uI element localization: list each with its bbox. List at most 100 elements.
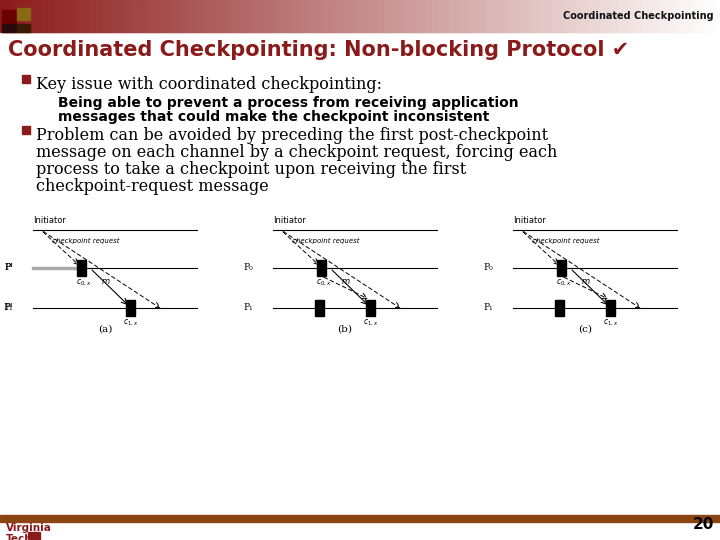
Bar (228, 0, 231, 32)
Text: (b): (b) (338, 325, 353, 334)
Bar (521, 0, 524, 32)
Bar (595, 0, 598, 32)
Bar (391, 0, 395, 32)
Text: messages that could make the checkpoint inconsistent: messages that could make the checkpoint … (58, 110, 490, 124)
Bar (636, 0, 639, 32)
Bar (125, 0, 128, 32)
Bar (44, 94, 52, 102)
Bar (81, 0, 85, 32)
Bar (58, 0, 61, 32)
Bar (675, 0, 678, 32)
Bar (12, 0, 15, 32)
Bar (396, 0, 400, 32)
Bar (48, 0, 51, 32)
Bar (283, 0, 287, 32)
Bar (180, 0, 184, 32)
Bar (574, 0, 577, 32)
Bar (338, 0, 342, 32)
Bar (559, 0, 562, 32)
Bar (634, 0, 637, 32)
Bar (329, 0, 332, 32)
Bar (106, 0, 109, 32)
Bar (677, 0, 680, 32)
Bar (366, 300, 375, 316)
Bar (446, 0, 450, 32)
Bar (502, 0, 505, 32)
Bar (555, 300, 564, 316)
Text: Coordinated Checkpointing: Non-blocking Protocol ✔: Coordinated Checkpointing: Non-blocking … (8, 40, 629, 60)
Bar (122, 0, 126, 32)
Bar (161, 0, 164, 32)
Bar (466, 0, 469, 32)
Bar (243, 0, 246, 32)
Text: $c_{0,x}$: $c_{0,x}$ (76, 278, 91, 288)
Bar (126, 300, 135, 316)
Bar (621, 0, 625, 32)
Bar (247, 0, 251, 32)
Bar (490, 0, 493, 32)
Bar (387, 0, 390, 32)
Bar (108, 0, 112, 32)
Bar (261, 0, 265, 32)
Bar (110, 0, 114, 32)
Bar (581, 0, 584, 32)
Bar (137, 0, 140, 32)
Bar (240, 0, 243, 32)
Bar (2, 10, 16, 24)
Bar (326, 0, 330, 32)
Bar (185, 0, 188, 32)
Bar (50, 0, 54, 32)
Bar (96, 0, 99, 32)
Bar (379, 0, 382, 32)
Bar (509, 0, 512, 32)
Text: Key issue with coordinated checkpointing:: Key issue with coordinated checkpointing… (36, 76, 382, 93)
Bar (646, 0, 649, 32)
Text: Pᴵ: Pᴵ (4, 264, 13, 273)
Bar (238, 0, 241, 32)
Bar (607, 0, 611, 32)
Bar (307, 0, 310, 32)
Bar (175, 0, 179, 32)
Bar (22, 0, 25, 32)
Bar (552, 0, 555, 32)
Bar (650, 0, 654, 32)
Bar (473, 0, 476, 32)
Bar (333, 0, 337, 32)
Bar (691, 0, 695, 32)
Bar (689, 0, 692, 32)
Bar (86, 0, 90, 32)
Bar (67, 0, 71, 32)
Bar (410, 0, 414, 32)
Bar (701, 0, 704, 32)
Text: P₀: P₀ (243, 264, 253, 273)
Text: m: m (582, 277, 590, 286)
Bar (538, 0, 541, 32)
Bar (413, 0, 416, 32)
Bar (626, 0, 630, 32)
Bar (312, 0, 315, 32)
Bar (117, 0, 121, 32)
Bar (2, 0, 6, 32)
Bar (14, 0, 18, 32)
Bar (28, 532, 40, 540)
Bar (94, 0, 97, 32)
Bar (55, 0, 58, 32)
Bar (531, 0, 534, 32)
Bar (103, 0, 107, 32)
Bar (279, 0, 282, 32)
Bar (511, 0, 515, 32)
Bar (703, 0, 706, 32)
Bar (441, 0, 445, 32)
Bar (603, 0, 606, 32)
Bar (252, 0, 256, 32)
Bar (382, 0, 385, 32)
Bar (348, 0, 351, 32)
Bar (542, 0, 546, 32)
Bar (451, 0, 454, 32)
Text: checkpoint request: checkpoint request (292, 238, 360, 244)
Bar (643, 0, 647, 32)
Bar (310, 0, 313, 32)
Bar (295, 0, 299, 32)
Bar (300, 0, 303, 32)
Bar (259, 0, 263, 32)
